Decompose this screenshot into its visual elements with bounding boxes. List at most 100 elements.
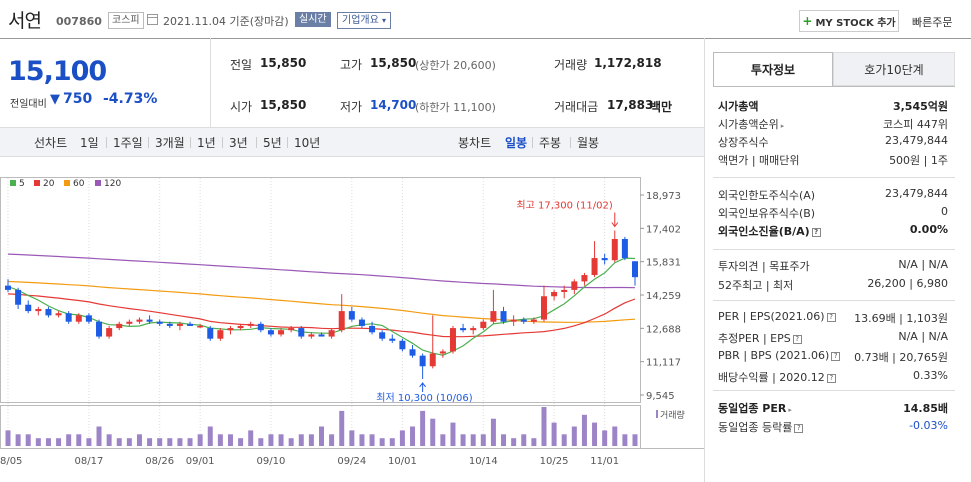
info-row: 배당수익률 | 2020.12? 0.33% [718,369,948,385]
header-divider [0,38,971,39]
info-row: 52주최고 | 최저 26,200 | 6,980 [718,277,948,293]
period-separator [570,137,571,148]
info-key: 액면가 | 매매단위 [718,154,800,167]
stock-name: 서연 [8,10,42,32]
change-rate: -4.73% [103,91,158,107]
my-stock-add-button[interactable]: + MY STOCK 추가 [799,10,899,32]
info-value: 23,479,844 [885,187,948,200]
period-line-3[interactable]: 1년 [197,136,216,150]
candle-body [460,328,467,331]
tab-quote-10[interactable]: 호가10단계 [833,52,955,86]
ma20-line [7,293,636,338]
volume-bar [116,438,122,446]
help-icon[interactable]: ? [831,352,841,361]
volume-bar [450,422,456,446]
candle-body [197,325,204,328]
volume-bar [15,434,21,446]
high-label: 고가 [340,58,363,72]
info-value: 0.73배 | 20,765원 [854,351,948,364]
candle-body [611,238,618,261]
candle-body [338,311,345,331]
candle-body [207,328,214,339]
info-key: 동일업종 등락률 [718,421,793,434]
volume-value: 1,172,818 [594,56,662,70]
period-candle-0[interactable]: 일봉 [505,136,528,150]
candle-body [15,289,22,305]
help-icon[interactable]: ? [826,373,836,383]
volume-label: 거래량 [554,58,588,72]
volume-bar [581,414,587,446]
line-chart-label: 선차트 [34,136,68,150]
period-separator [256,137,257,148]
volume-bar [25,434,31,446]
help-icon[interactable]: ? [826,313,836,322]
info-row: 투자의견 | 목표주가 N/A | N/A [718,258,948,274]
volume-bar [157,438,163,446]
info-divider [713,249,955,250]
period-candle-2[interactable]: 월봉 [577,136,600,150]
info-key: 추정PER | EPS [718,331,791,345]
period-candle-1[interactable]: 주봉 [539,136,562,150]
change-label: 전일대비 [10,99,47,110]
volume-bar [622,434,628,446]
tab-invest-info[interactable]: 투자정보 [713,52,833,86]
volume-bar [349,430,355,446]
period-line-4[interactable]: 3년 [229,136,248,150]
volume-bar [379,438,385,446]
volume-bar [66,434,72,446]
volume-bar [278,434,284,446]
help-icon[interactable]: ? [794,424,804,433]
candle-body [116,323,123,329]
volume-bar [238,438,244,446]
period-line-2[interactable]: 3개월 [155,136,185,150]
info-row: 외국인한도주식수(A) 23,479,844 [718,187,948,203]
high-annotation: 최고 17,300 (11/02) [516,199,612,211]
candle-body [278,330,285,335]
candle-body [500,311,507,322]
realtime-button[interactable]: 실시간 [295,12,331,27]
x-tick-label: 09/24 [337,456,366,467]
amount-unit: 백만 [650,100,673,114]
info-key: 동일업종 PER [718,402,787,415]
market-badge: 코스피 [108,12,144,29]
x-tick-label: 08/17 [74,456,103,467]
volume-bar [460,434,466,446]
period-line-6[interactable]: 10년 [294,136,321,150]
candle-body [247,323,254,326]
price-pane-frame [0,177,641,403]
candle-body [25,304,32,312]
candle-body [5,285,11,290]
open-label: 시가 [230,100,253,114]
info-value: N/A | N/A [898,329,948,343]
volume-bar [420,410,426,446]
info-value: N/A | N/A [898,258,948,271]
period-line-5[interactable]: 5년 [263,136,282,150]
company-overview-button[interactable]: 기업개요 ▾ [337,12,392,29]
volume-bar [126,438,132,446]
volume-bar [521,434,527,446]
candle-body [439,351,446,354]
info-key: PER | EPS(2021.06) [718,310,825,323]
candle-body [217,330,224,339]
period-line-1[interactable]: 1주일 [113,136,143,150]
volume-bar [86,438,92,446]
volume-bar [551,422,557,446]
quick-order-link[interactable]: 빠른주문 [912,16,953,29]
period-separator [148,137,149,148]
x-tick-label: 08/05 [0,456,22,467]
volume-bar [490,418,496,446]
volume-bar [147,438,153,446]
ma60-line [7,280,636,323]
legend-ma5: 5 [10,179,25,189]
candlestick-chart[interactable]: 18,973 17,402 15,831 14,259 12,688 11,117 9,54… [0,157,704,482]
info-row: 시가총액 3,545억원 [718,98,948,114]
help-icon[interactable]: ? [792,334,802,344]
volume-bar [592,422,598,446]
x-tick-label: 09/01 [186,456,215,467]
my-stock-label: MY STOCK 추가 [815,17,896,29]
info-value: 13.69배 | 1,103원 [854,312,948,325]
help-icon[interactable]: ? [811,228,821,237]
candle-body [389,338,396,341]
period-line-0[interactable]: 1일 [80,136,99,150]
candle-body [35,308,42,312]
